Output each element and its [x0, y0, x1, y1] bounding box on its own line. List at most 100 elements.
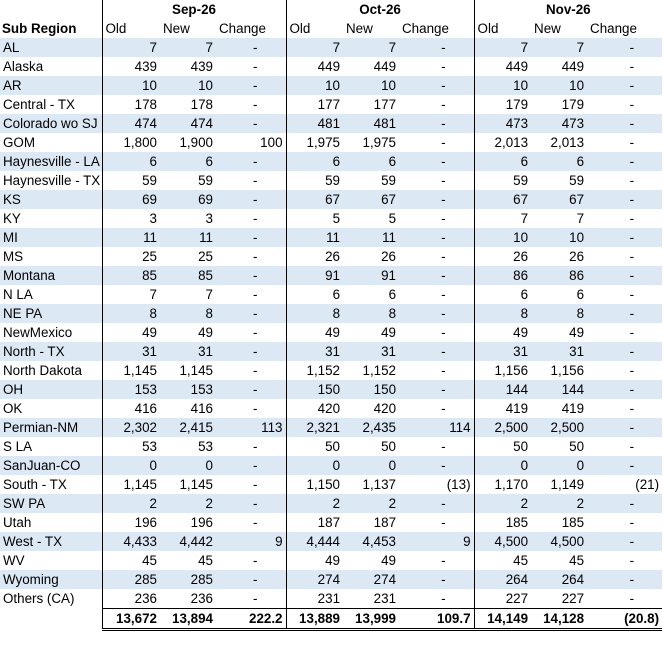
sep-new-cell: 25	[198, 249, 213, 264]
oct-old-cell: 6	[285, 285, 344, 304]
sep-new-cell: 1,145	[179, 477, 213, 492]
nov-old-cell: 7	[473, 209, 532, 228]
oct-new-cell: 449	[373, 59, 397, 74]
region-name-cell: North Dakota	[3, 363, 82, 378]
sep-old-cell: 153	[101, 380, 160, 399]
region-name-cell: S LA	[3, 439, 33, 454]
nov-change-cell: -	[587, 494, 663, 513]
region-name-cell: KS	[0, 190, 102, 209]
nov-old-cell: 31	[473, 342, 532, 361]
nov-change-cell: -	[587, 456, 663, 475]
oct-new-cell: 1,975	[362, 135, 397, 150]
nov-new-cell: 45	[569, 553, 585, 568]
total-nov-new: 14,128	[531, 608, 588, 631]
oct-new-cell: 11	[343, 228, 400, 247]
region-name-cell: SW PA	[0, 494, 102, 513]
nov-change-cell: -	[587, 152, 663, 171]
sep-new-cell: 10	[160, 76, 216, 95]
region-name-cell: AL	[0, 38, 102, 57]
sep-change-cell: -	[253, 97, 258, 112]
table-row: OH 153 153-150 150-144 144-	[0, 380, 663, 399]
oct-new-cell: 49	[381, 325, 397, 340]
nov-new-cell: 7	[576, 211, 585, 226]
total-oct-change: 109.7	[399, 608, 475, 631]
nov-old-cell: 2,013	[473, 133, 532, 152]
sep-change-cell: 9	[216, 532, 287, 551]
nov-change-cell: -	[629, 97, 635, 112]
nov-change-cell: -	[629, 325, 635, 340]
totals-row: 13,672 13,894 222.2 13,889 13,999 109.7 …	[0, 608, 663, 631]
sep-new-cell: 2,415	[160, 418, 216, 437]
nov-old-cell: 10	[473, 76, 532, 95]
oct-old-cell: 10	[285, 76, 344, 95]
sep-new-cell: 439	[190, 59, 213, 74]
table-row: Montana 85 85-91 91-86 86-	[0, 266, 663, 285]
sep-change-cell: -	[253, 287, 258, 302]
region-name-cell: Montana	[0, 266, 102, 285]
sep-change-cell: -	[216, 76, 287, 95]
table-row: Haynesville - LA 6 6-6 6-6 6-	[0, 152, 663, 171]
oct-new-cell: 7	[343, 38, 400, 57]
sep-new-cell: 236	[190, 591, 213, 606]
col-change: Change	[402, 21, 449, 36]
sep-old-cell: 4,433	[101, 532, 160, 551]
sep-change-cell: -	[253, 173, 258, 188]
oct-change-cell: -	[441, 173, 446, 188]
sep-change-cell: -	[253, 439, 258, 454]
table-row: North Dakota 1,145 1,145 - 1,152 1,152 - 1,156 1…	[0, 361, 662, 380]
sep-new-cell: 6	[160, 152, 216, 171]
region-name-cell: N LA	[3, 287, 33, 302]
region-name-cell: OK	[3, 401, 23, 416]
oct-change-cell: -	[441, 135, 446, 150]
oct-change-cell: 114	[399, 418, 475, 437]
sep-new-cell: 153	[160, 380, 216, 399]
oct-old-cell: 49	[285, 551, 344, 570]
oct-change-cell: -	[399, 114, 475, 133]
nov-old-cell: 419	[473, 399, 532, 418]
oct-new-cell: 67	[343, 190, 400, 209]
sep-new-cell: 69	[160, 190, 216, 209]
oct-change-cell: -	[399, 76, 475, 95]
total-oct-old: 13,889	[285, 608, 344, 631]
oct-change-cell: -	[441, 249, 446, 264]
nov-new-cell: 179	[561, 97, 585, 112]
oct-change-cell: -	[399, 456, 475, 475]
col-old: Old	[473, 19, 532, 38]
table-row: SanJuan-CO 0 0-0 0-0 0-	[0, 456, 663, 475]
sep-change-cell: -	[253, 553, 258, 568]
oct-old-cell: 4,444	[285, 532, 344, 551]
oct-old-cell: 7	[285, 38, 344, 57]
sep-new-cell: 0	[160, 456, 216, 475]
oct-old-cell: 91	[285, 266, 344, 285]
sep-old-cell: 53	[101, 437, 160, 456]
nov-change-cell: (21)	[635, 477, 660, 492]
table-row: Others (CA) 236 236 - 231 231 - 227 227 -	[0, 589, 662, 609]
sep-old-cell: 49	[101, 323, 160, 342]
nov-change-cell: -	[629, 591, 635, 606]
sep-old-cell: 45	[101, 551, 160, 570]
nov-change-cell: -	[629, 515, 635, 530]
sep-new-cell: 8	[160, 304, 216, 323]
oct-new-cell: 0	[343, 456, 400, 475]
oct-old-cell: 150	[285, 380, 344, 399]
sep-new-cell: 474	[160, 114, 216, 133]
nov-old-cell: 45	[473, 551, 532, 570]
region-name-cell: MS	[3, 249, 24, 264]
table-row: OK 416 416 - 420 420 - 419 419 -	[0, 399, 662, 418]
oct-new-cell: 2	[343, 494, 400, 513]
nov-old-cell: 144	[473, 380, 532, 399]
oct-old-cell: 0	[285, 456, 344, 475]
region-table: Sub Region Sep-26 Oct-26 Nov-26 Old New …	[0, 0, 663, 631]
oct-old-cell: 31	[285, 342, 344, 361]
sep-old-cell: 0	[101, 456, 160, 475]
table-row: SW PA 2 2-2 2-2 2-	[0, 494, 663, 513]
nov-new-cell: 10	[531, 228, 588, 247]
oct-new-cell: 2,435	[343, 418, 400, 437]
sep-old-cell: 1,145	[101, 361, 160, 380]
nov-change-cell: -	[587, 532, 663, 551]
total-sep-change: 222.2	[216, 608, 287, 631]
table-body: AL 7 7-7 7-7 7- Alaska 439 439-449 449-449 449- AR…	[0, 38, 663, 609]
nov-old-cell: 1,170	[473, 475, 532, 494]
nov-old-cell: 67	[473, 190, 532, 209]
nov-change-cell: -	[587, 266, 663, 285]
